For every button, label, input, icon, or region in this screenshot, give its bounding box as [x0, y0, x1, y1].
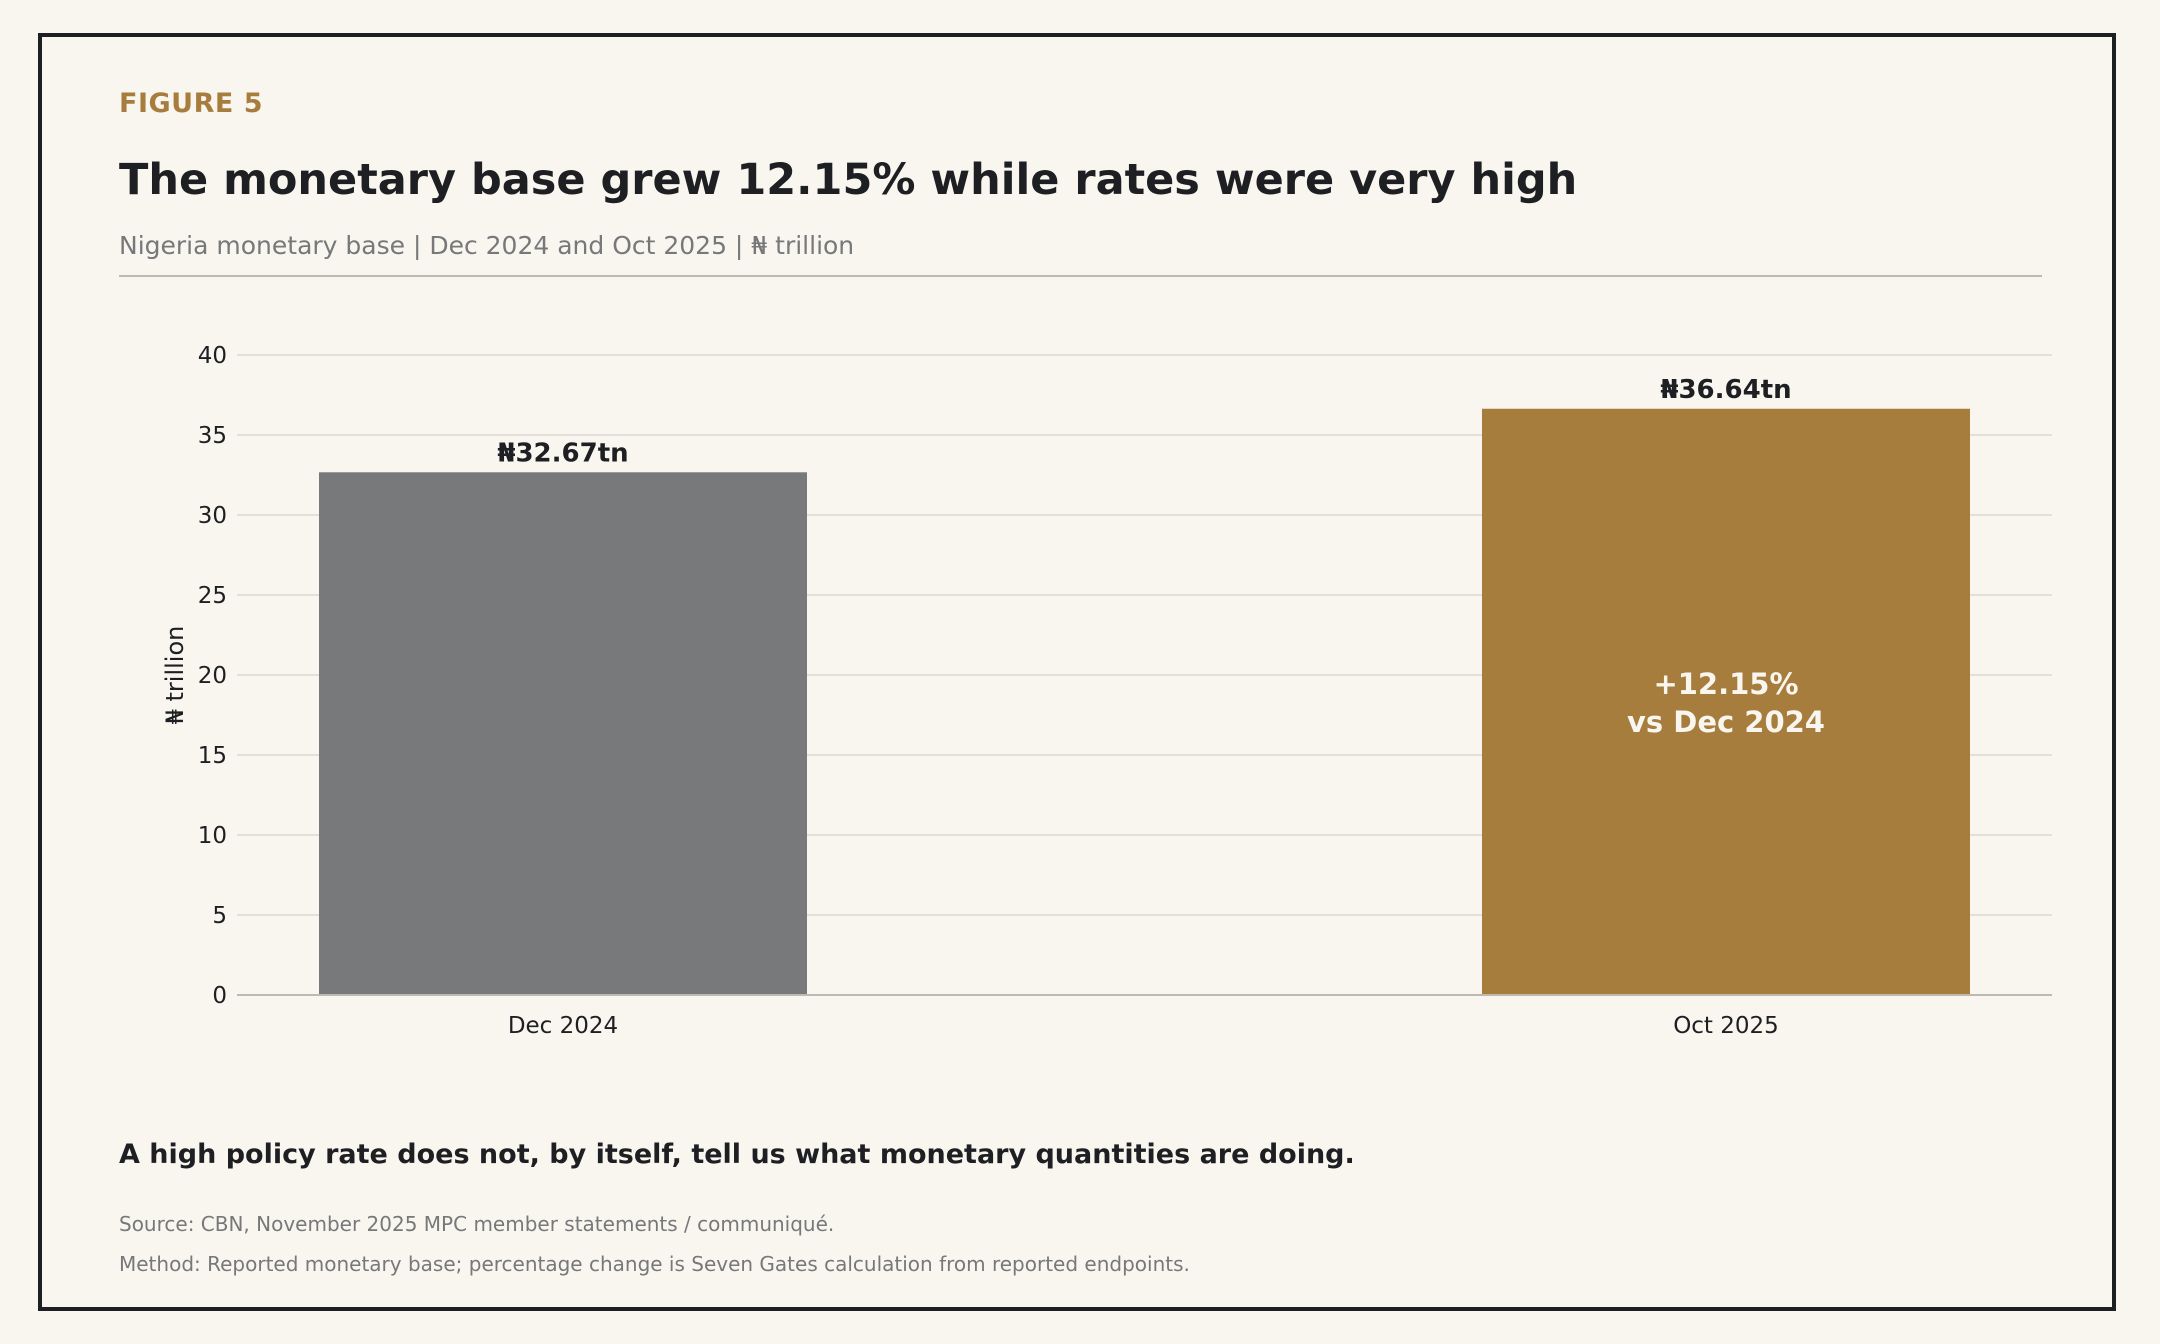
bar — [319, 472, 807, 995]
y-tick-label: 15 — [198, 743, 227, 769]
y-tick-label: 25 — [198, 583, 227, 609]
bar-annotation: +12.15% — [1653, 667, 1798, 701]
data-label: ₦36.64tn — [1660, 375, 1791, 405]
method-note: Method: Reported monetary base; percenta… — [119, 1252, 1190, 1276]
source-note: Source: CBN, November 2025 MPC member st… — [119, 1212, 835, 1236]
x-tick-label: Dec 2024 — [508, 1013, 618, 1039]
y-tick-label: 0 — [212, 983, 227, 1009]
y-tick-label: 30 — [198, 503, 227, 529]
y-axis-label: ₦ trillion — [161, 626, 189, 725]
y-tick-label: 40 — [198, 343, 227, 369]
y-tick-label: 35 — [198, 423, 227, 449]
bar-annotation: vs Dec 2024 — [1627, 705, 1825, 739]
bar — [1482, 408, 1970, 995]
y-tick-label: 10 — [198, 823, 227, 849]
y-tick-label: 20 — [198, 663, 227, 689]
chart-title: The monetary base grew 12.15% while rate… — [119, 155, 1578, 205]
figure-label: FIGURE 5 — [119, 88, 263, 119]
x-tick-label: Oct 2025 — [1673, 1013, 1779, 1039]
takeaway-text: A high policy rate does not, by itself, … — [119, 1139, 1355, 1170]
header-divider — [119, 275, 2042, 277]
data-label: ₦32.67tn — [497, 438, 628, 468]
y-tick-label: 5 — [212, 903, 227, 929]
chart-subtitle: Nigeria monetary base | Dec 2024 and Oct… — [119, 231, 855, 260]
